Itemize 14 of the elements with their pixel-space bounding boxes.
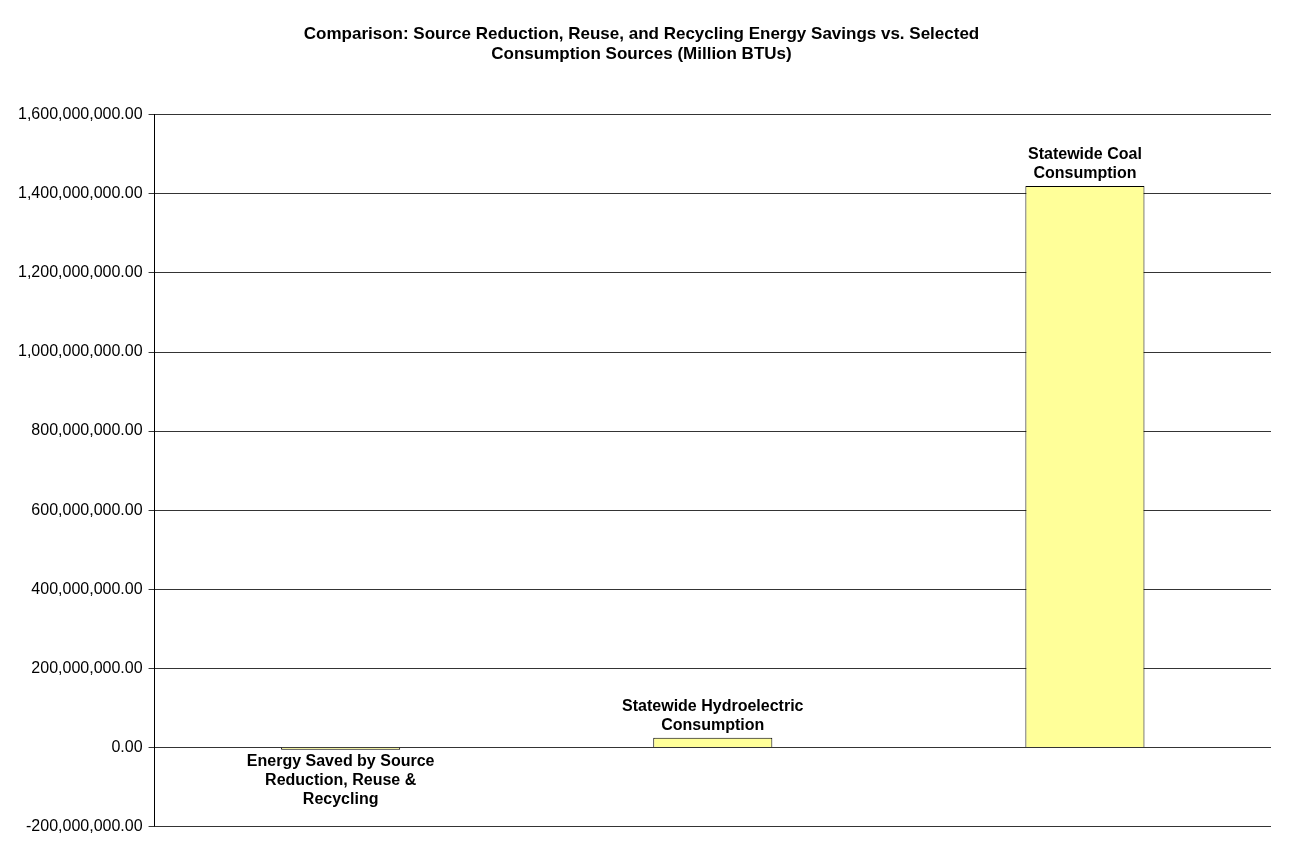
y-tick-label: 0.00 [111, 737, 143, 755]
y-tick-label: 1,400,000,000.00 [18, 184, 143, 202]
x-tick-label: Energy Saved by Source Reduction, Reuse & Recycling [246, 752, 435, 808]
y-tick-label: -200,000,000.00 [26, 816, 143, 834]
y-tick-label: 1,200,000,000.00 [18, 263, 143, 281]
y-tick-label: 200,000,000.00 [31, 658, 143, 676]
y-tick-label: 1,000,000,000.00 [18, 342, 143, 360]
y-tick-label: 1,600,000,000.00 [18, 105, 143, 123]
x-tick-label: Statewide Hydroelectric Consumption [622, 697, 804, 734]
y-tick-label: 800,000,000.00 [31, 421, 143, 439]
x-tick-label: Statewide Coal Consumption [1028, 145, 1142, 182]
chart-title: Comparison: Source Reduction, Reuse, and Recycling Energy Savings vs. Selected Consumption Sources (Million BTUs) [303, 23, 980, 64]
y-tick-label: 400,000,000.00 [31, 579, 143, 597]
y-tick-label: 600,000,000.00 [31, 500, 143, 518]
